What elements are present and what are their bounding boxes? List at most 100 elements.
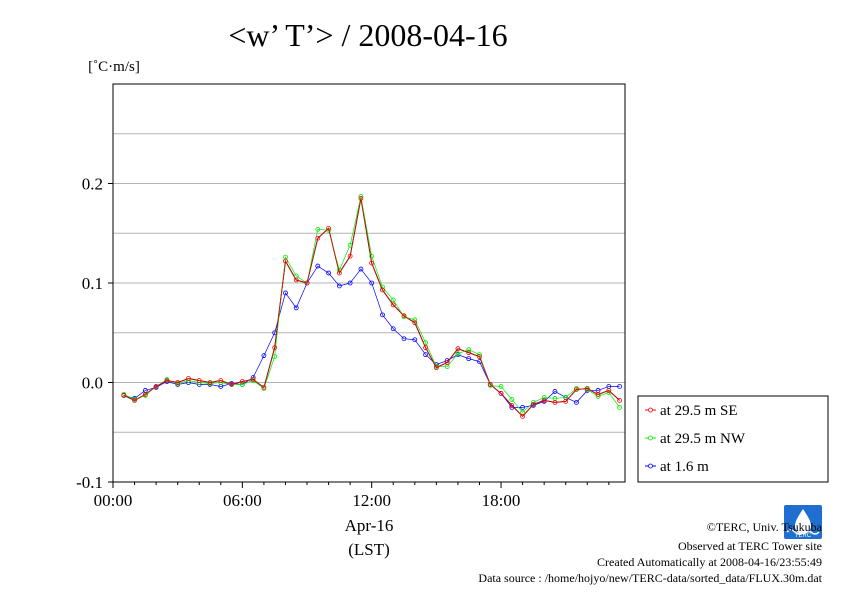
data-point — [487, 382, 493, 387]
series-line-1 — [123, 196, 620, 413]
data-point — [433, 365, 439, 370]
y-tick-label-3: 0.2 — [82, 175, 103, 194]
y-tick-label-0: -0.1 — [76, 473, 103, 492]
y-tick-label-2: 0.1 — [82, 274, 103, 293]
data-point — [326, 270, 331, 276]
x-tick-label-2: 12:00 — [352, 491, 391, 510]
data-point — [261, 385, 267, 390]
series-se-black-line — [123, 198, 620, 418]
data-point — [412, 317, 418, 323]
data-point — [142, 392, 148, 397]
data-point — [520, 404, 525, 410]
data-point — [412, 320, 418, 326]
data-point — [541, 398, 547, 403]
data-point — [164, 378, 170, 383]
data-point — [272, 345, 278, 351]
data-point — [218, 378, 224, 383]
data-point — [390, 326, 396, 332]
legend: at 29.5 m SE at 29.5 m NW at 1.6 m — [637, 395, 829, 483]
data-point — [584, 386, 590, 391]
legend-label-2: at 1.6 m — [660, 459, 709, 475]
data-point — [369, 253, 375, 259]
data-point — [412, 337, 418, 343]
data-point — [552, 389, 558, 394]
data-point — [196, 378, 202, 383]
data-point — [283, 258, 288, 264]
data-point — [315, 263, 321, 269]
data-point — [380, 284, 385, 290]
data-point — [315, 226, 321, 232]
data-point — [369, 280, 375, 286]
data-point — [541, 395, 547, 400]
data-point — [617, 398, 623, 403]
y-axis-unit-label: [˚C·m/s] — [88, 59, 140, 75]
data-point — [466, 347, 472, 353]
data-point — [132, 398, 137, 403]
data-point — [239, 379, 245, 384]
footer-observed: Observed at TERC Tower site — [678, 539, 822, 553]
data-point — [272, 354, 278, 360]
data-point — [455, 351, 461, 357]
data-point — [477, 354, 482, 360]
data-point — [293, 277, 299, 283]
data-point — [574, 387, 579, 392]
data-point — [530, 401, 536, 407]
data-point — [336, 283, 342, 289]
legend-box — [637, 395, 829, 483]
footer-copyright: ©TERC, Univ. Tsukuba — [707, 520, 823, 534]
terc-logo: TERC — [784, 505, 822, 539]
series-0 — [121, 196, 623, 419]
data-point — [229, 382, 234, 387]
legend-label-1: at 29.5 m NW — [660, 431, 746, 447]
x-axis-ticks: 00:00 06:00 12:00 18:00 — [94, 482, 610, 510]
wave-icon — [786, 529, 820, 535]
data-point — [304, 280, 310, 286]
data-point — [293, 305, 299, 311]
water-drop-icon — [795, 509, 811, 534]
data-point — [498, 391, 504, 396]
data-point — [347, 253, 353, 259]
data-point — [401, 313, 407, 319]
data-point — [175, 380, 181, 385]
data-point — [186, 376, 191, 381]
data-point — [606, 388, 612, 393]
series-line-0 — [123, 198, 620, 417]
data-point — [369, 260, 375, 266]
data-point — [455, 346, 461, 352]
y-tick-label-1: 0.0 — [82, 374, 103, 393]
data-point — [509, 402, 515, 408]
legend-swatch-marker-1 — [648, 435, 653, 441]
data-point — [358, 266, 364, 272]
y-axis-ticks: -0.1 0.0 0.1 0.2 — [76, 175, 113, 492]
data-point — [498, 384, 504, 389]
x-tick-label-3: 18:00 — [482, 491, 521, 510]
data-point — [315, 235, 321, 241]
data-point — [466, 356, 472, 362]
data-point — [509, 397, 515, 402]
footer-created: Created Automatically at 2008-04-16/23:5… — [597, 555, 822, 569]
data-point — [617, 384, 623, 389]
series-2 — [121, 263, 623, 410]
data-point — [380, 287, 385, 293]
data-point — [239, 382, 245, 387]
data-point — [390, 302, 396, 308]
x-tick-label-1: 06:00 — [223, 491, 262, 510]
data-point — [326, 225, 331, 231]
data-point — [520, 413, 525, 419]
x-axis-unit-label: (LST) — [348, 540, 390, 559]
legend-swatch-marker-2 — [648, 463, 653, 469]
data-point — [358, 196, 364, 201]
legend-label-0: at 29.5 m SE — [660, 403, 738, 419]
data-point — [423, 352, 428, 358]
series-lines — [121, 194, 623, 419]
data-point — [423, 345, 428, 351]
data-point — [347, 280, 353, 286]
data-point — [552, 399, 558, 405]
x-axis-date-label: Apr-16 — [345, 516, 394, 535]
data-point — [617, 404, 623, 410]
data-point — [563, 399, 569, 404]
gridlines — [113, 133, 625, 433]
data-point — [153, 384, 159, 389]
data-point — [283, 290, 288, 296]
